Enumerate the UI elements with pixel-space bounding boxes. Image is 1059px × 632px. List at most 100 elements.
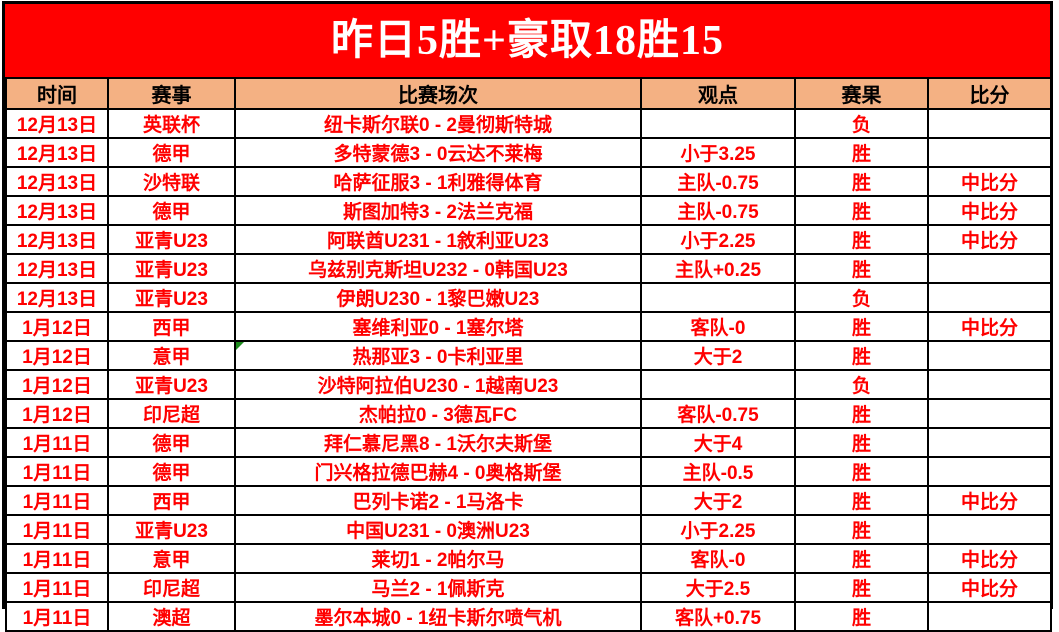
cell-date: 1月11日 (5, 427, 109, 458)
cell-score (927, 601, 1052, 632)
cell-view: 小于2.25 (640, 514, 796, 545)
cell-result: 胜 (794, 195, 929, 226)
cell-league: 德甲 (107, 195, 236, 226)
cell-score (927, 427, 1052, 458)
cell-league: 德甲 (107, 137, 236, 168)
table-row: 12月13日 亚青U23 伊朗U230 - 1黎巴嫩U23 负 (5, 282, 1052, 313)
cell-result: 胜 (794, 398, 929, 429)
header-row: 时间 赛事 比赛场次 观点 赛果 比分 (5, 77, 1052, 110)
cell-score (927, 253, 1052, 284)
cell-score: 中比分 (927, 311, 1052, 342)
cell-match: 门兴格拉德巴赫4 - 0奥格斯堡 (234, 456, 642, 487)
cell-match: 乌兹别克斯坦U232 - 0韩国U23 (234, 253, 642, 284)
cell-score: 中比分 (927, 485, 1052, 516)
cell-match: 热那亚3 - 0卡利亚里 (234, 340, 642, 371)
cell-match: 沙特阿拉伯U230 - 1越南U23 (234, 369, 642, 400)
table-row: 12月13日 亚青U23 乌兹别克斯坦U232 - 0韩国U23 主队+0.25 胜 (5, 253, 1052, 284)
cell-score: 中比分 (927, 195, 1052, 226)
cell-date: 12月13日 (5, 224, 109, 255)
cell-result: 胜 (794, 601, 929, 632)
cell-league: 亚青U23 (107, 282, 236, 313)
cell-league: 英联杯 (107, 108, 236, 139)
cell-match: 巴列卡诺2 - 1马洛卡 (234, 485, 642, 516)
cell-match: 马兰2 - 1佩斯克 (234, 572, 642, 603)
cell-view: 小于2.25 (640, 224, 796, 255)
cell-result: 胜 (794, 572, 929, 603)
cell-league: 印尼超 (107, 572, 236, 603)
cell-result: 胜 (794, 543, 929, 574)
table-row: 12月13日 亚青U23 阿联酋U231 - 1敘利亚U23 小于2.25 胜中比分 (5, 224, 1052, 255)
cell-view: 大于4 (640, 427, 796, 458)
cell-view: 小于3.25 (640, 137, 796, 168)
cell-date: 1月11日 (5, 543, 109, 574)
table-row: 1月12日 西甲 塞维利亚0 - 1塞尔塔 客队-0 胜中比分 (5, 311, 1052, 342)
cell-view: 主队-0.75 (640, 195, 796, 226)
cell-score (927, 514, 1052, 545)
cell-league: 亚青U23 (107, 369, 236, 400)
cell-date: 1月11日 (5, 456, 109, 487)
cell-score: 中比分 (927, 572, 1052, 603)
col-header-result: 赛果 (794, 77, 929, 110)
cell-league: 西甲 (107, 311, 236, 342)
cell-view (640, 282, 796, 313)
title-banner: 昨日5胜+豪取18胜15 (5, 4, 1050, 77)
table-row: 12月13日 英联杯 纽卡斯尔联0 - 2曼彻斯特城 负 (5, 108, 1052, 139)
col-header-time: 时间 (5, 77, 109, 110)
cell-view: 客队-0 (640, 543, 796, 574)
cell-match: 阿联酋U231 - 1敘利亚U23 (234, 224, 642, 255)
cell-match: 莱切1 - 2帕尔马 (234, 543, 642, 574)
cell-league: 德甲 (107, 456, 236, 487)
cell-score (927, 137, 1052, 168)
cell-result: 胜 (794, 456, 929, 487)
cell-score: 中比分 (927, 224, 1052, 255)
cell-match: 伊朗U230 - 1黎巴嫩U23 (234, 282, 642, 313)
cell-league: 意甲 (107, 340, 236, 371)
cell-date: 12月13日 (5, 253, 109, 284)
cell-view: 客队+0.75 (640, 601, 796, 632)
table-row: 12月13日 沙特联 哈萨征服3 - 1利雅得体育 主队-0.75 胜中比分 (5, 166, 1052, 197)
cell-date: 1月11日 (5, 485, 109, 516)
cell-date: 12月13日 (5, 108, 109, 139)
cell-result: 负 (794, 108, 929, 139)
cell-date: 1月12日 (5, 340, 109, 371)
cell-match: 拜仁慕尼黑8 - 1沃尔夫斯堡 (234, 427, 642, 458)
cell-league: 沙特联 (107, 166, 236, 197)
table-row: 1月11日 西甲 巴列卡诺2 - 1马洛卡 大于2 胜中比分 (5, 485, 1052, 516)
cell-result: 胜 (794, 253, 929, 284)
cell-date: 12月13日 (5, 282, 109, 313)
table-row: 1月11日 意甲 莱切1 - 2帕尔马 客队-0 胜中比分 (5, 543, 1052, 574)
col-header-league: 赛事 (107, 77, 236, 110)
cell-view: 客队-0.75 (640, 398, 796, 429)
table-row: 1月11日 德甲 门兴格拉德巴赫4 - 0奥格斯堡 主队-0.5 胜 (5, 456, 1052, 487)
cell-league: 澳超 (107, 601, 236, 632)
cell-date: 1月12日 (5, 369, 109, 400)
cell-view: 主队-0.75 (640, 166, 796, 197)
cell-date: 12月13日 (5, 195, 109, 226)
cell-date: 1月12日 (5, 398, 109, 429)
cell-match: 斯图加特3 - 2法兰克福 (234, 195, 642, 226)
table-body: 12月13日 英联杯 纽卡斯尔联0 - 2曼彻斯特城负 12月13日 德甲 多特蒙德3 -… (5, 108, 1052, 632)
cell-date: 1月11日 (5, 514, 109, 545)
cell-match: 杰帕拉0 - 3德瓦FC (234, 398, 642, 429)
cell-league: 亚青U23 (107, 253, 236, 284)
table-row: 1月11日 印尼超 马兰2 - 1佩斯克 大于2.5 胜中比分 (5, 572, 1052, 603)
cell-score (927, 369, 1052, 400)
cell-match: 塞维利亚0 - 1塞尔塔 (234, 311, 642, 342)
table-row: 1月12日 亚青U23 沙特阿拉伯U230 - 1越南U23 负 (5, 369, 1052, 400)
cell-date: 1月11日 (5, 572, 109, 603)
cell-result: 胜 (794, 485, 929, 516)
table-row: 1月11日 亚青U23 中国U231 - 0澳洲U23 小于2.25 胜 (5, 514, 1052, 545)
table-row: 12月13日 德甲 多特蒙德3 - 0云达不莱梅 小于3.25 胜 (5, 137, 1052, 168)
cell-date: 1月12日 (5, 311, 109, 342)
cell-view: 大于2 (640, 485, 796, 516)
cell-score (927, 282, 1052, 313)
cell-view: 主队-0.5 (640, 456, 796, 487)
cell-view (640, 369, 796, 400)
cell-view: 大于2.5 (640, 572, 796, 603)
cell-date: 1月11日 (5, 601, 109, 632)
cell-view: 主队+0.25 (640, 253, 796, 284)
cell-score: 中比分 (927, 543, 1052, 574)
cell-date: 12月13日 (5, 137, 109, 168)
cell-match: 中国U231 - 0澳洲U23 (234, 514, 642, 545)
table-row: 1月11日 德甲 拜仁慕尼黑8 - 1沃尔夫斯堡 大于4 胜 (5, 427, 1052, 458)
